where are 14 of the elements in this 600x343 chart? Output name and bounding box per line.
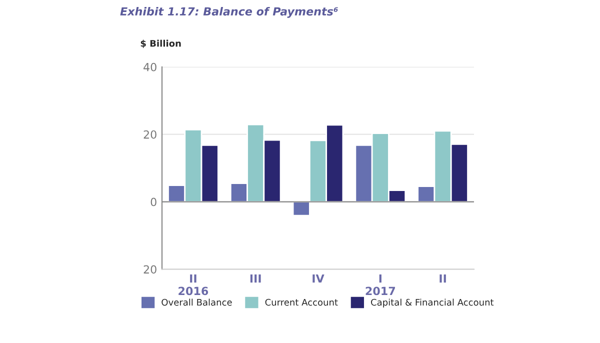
y-tick-label: 0 xyxy=(150,198,156,206)
x-tick-label: II 2016 xyxy=(178,274,208,296)
legend-label: Current Account xyxy=(265,298,338,306)
y-tick-label: 40 xyxy=(144,62,156,72)
legend-label: Capital & Financial Account xyxy=(371,298,494,308)
chart-title: Exhibit 1.17: Balance of Payments⁶ xyxy=(120,6,338,18)
y-axis-title: $ Billion xyxy=(140,40,181,48)
x-tick-label: I 2017 xyxy=(366,274,395,296)
y-tick-label: 20 xyxy=(144,265,156,274)
legend-label: Overall Balance xyxy=(162,298,232,306)
x-tick-label: II xyxy=(440,274,446,283)
x-tick-label: III xyxy=(250,274,261,283)
y-tick-label: 20 xyxy=(144,130,156,139)
x-tick-label: IV xyxy=(312,274,324,283)
